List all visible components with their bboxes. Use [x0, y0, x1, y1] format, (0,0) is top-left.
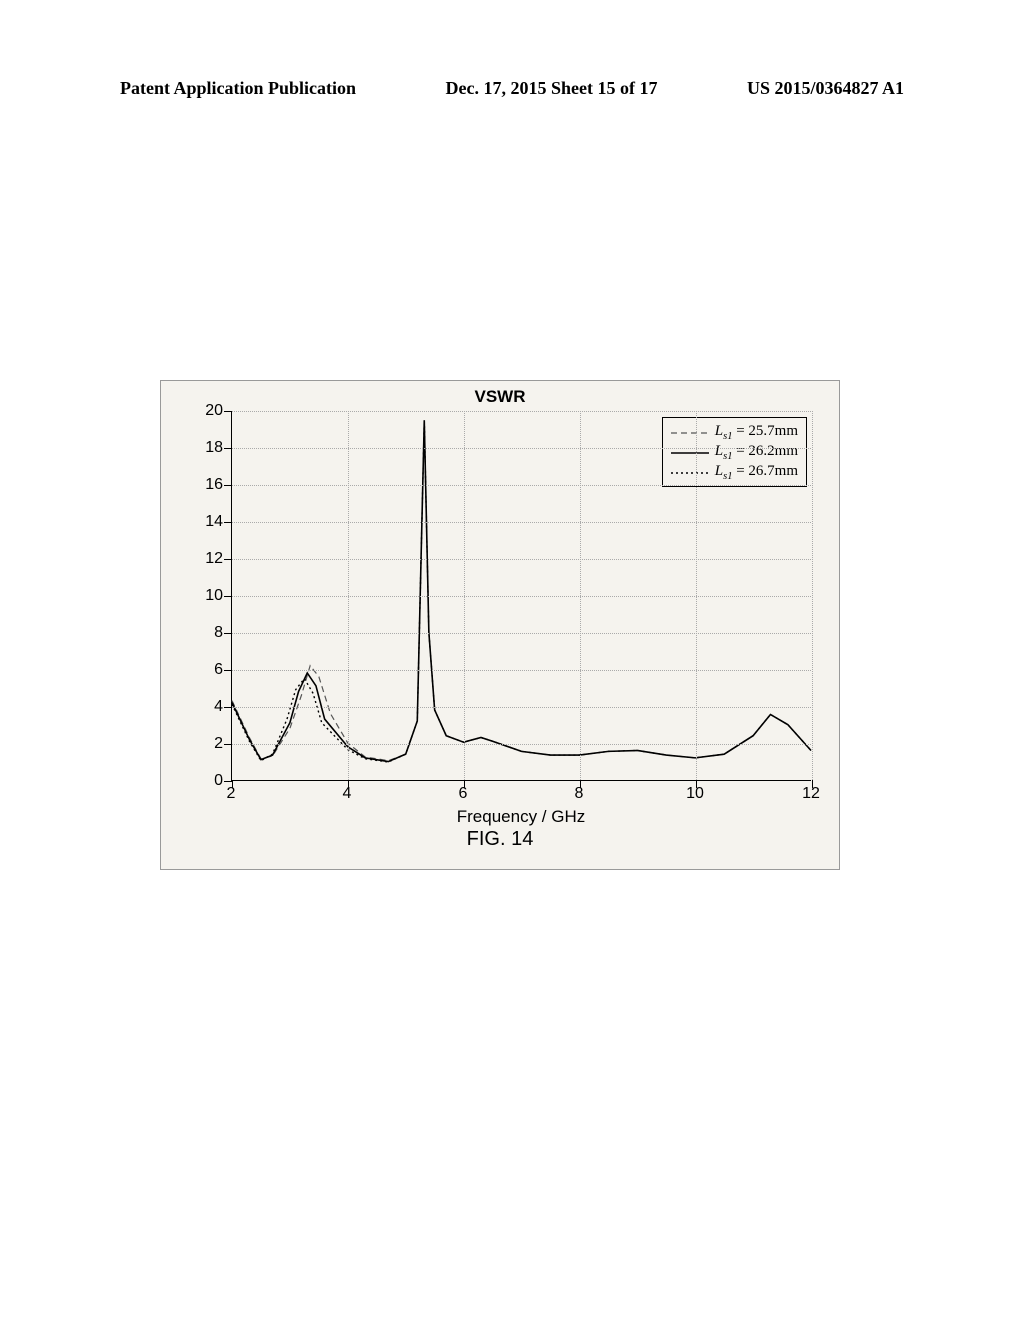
- chart-title: VSWR: [475, 387, 526, 407]
- y-tick-label: 16: [193, 476, 223, 494]
- grid-line-h: [232, 448, 811, 449]
- grid-line-h: [232, 633, 811, 634]
- legend-label: Ls1 = 26.2mm: [715, 443, 798, 462]
- page-header: Patent Application Publication Dec. 17, …: [0, 78, 1024, 99]
- grid-line-h: [232, 707, 811, 708]
- y-tick: [224, 633, 232, 634]
- y-tick-label: 4: [193, 698, 223, 716]
- legend-label: Ls1 = 25.7mm: [715, 423, 798, 442]
- y-tick: [224, 781, 232, 782]
- grid-line-v: [696, 411, 697, 780]
- legend-line-sample: [671, 471, 709, 473]
- grid-line-h: [232, 596, 811, 597]
- legend-line-sample: [671, 431, 709, 433]
- x-tick-label: 6: [459, 785, 468, 803]
- grid-line-v: [348, 411, 349, 780]
- y-tick-label: 10: [193, 587, 223, 605]
- legend-row: Ls1 = 25.7mm: [671, 422, 798, 442]
- grid-line-v: [580, 411, 581, 780]
- grid-line-h: [232, 559, 811, 560]
- legend-box: Ls1 = 25.7mmLs1 = 26.2mmLs1 = 26.7mm: [662, 417, 807, 487]
- chart-area: Ls1 = 25.7mmLs1 = 26.2mmLs1 = 26.7mm Fre…: [231, 411, 811, 781]
- grid-line-h: [232, 411, 811, 412]
- y-tick-label: 12: [193, 550, 223, 568]
- y-tick-label: 6: [193, 661, 223, 679]
- grid-line-h: [232, 485, 811, 486]
- x-tick-label: 10: [686, 785, 704, 803]
- plot-region: Ls1 = 25.7mmLs1 = 26.2mmLs1 = 26.7mm: [231, 411, 811, 781]
- header-right: US 2015/0364827 A1: [747, 78, 904, 99]
- x-tick-label: 2: [227, 785, 236, 803]
- y-tick: [224, 448, 232, 449]
- header-center: Dec. 17, 2015 Sheet 15 of 17: [446, 78, 658, 99]
- figure-container: VSWR Ls1 = 25.7mmLs1 = 26.2mmLs1 = 26.7m…: [160, 380, 840, 870]
- legend-row: Ls1 = 26.2mm: [671, 442, 798, 462]
- y-tick-label: 2: [193, 735, 223, 753]
- y-tick: [224, 522, 232, 523]
- x-tick-label: 12: [802, 785, 820, 803]
- grid-line-v: [464, 411, 465, 780]
- grid-line-h: [232, 744, 811, 745]
- y-tick: [224, 559, 232, 560]
- x-tick-label: 4: [343, 785, 352, 803]
- y-tick-label: 20: [193, 402, 223, 420]
- x-axis-label: Frequency / GHz: [457, 807, 586, 827]
- y-tick: [224, 744, 232, 745]
- grid-line-h: [232, 522, 811, 523]
- y-tick-label: 14: [193, 513, 223, 531]
- y-tick: [224, 485, 232, 486]
- y-tick-label: 0: [193, 772, 223, 790]
- figure-caption: FIG. 14: [467, 828, 534, 851]
- legend-line-sample: [671, 451, 709, 453]
- x-tick-label: 8: [575, 785, 584, 803]
- y-tick: [224, 670, 232, 671]
- y-tick: [224, 411, 232, 412]
- y-tick-label: 18: [193, 439, 223, 457]
- legend-row: Ls1 = 26.7mm: [671, 462, 798, 482]
- y-tick: [224, 596, 232, 597]
- header-left: Patent Application Publication: [120, 78, 356, 99]
- y-tick-label: 8: [193, 624, 223, 642]
- grid-line-h: [232, 670, 811, 671]
- grid-line-v: [812, 411, 813, 780]
- legend-label: Ls1 = 26.7mm: [715, 463, 798, 482]
- y-tick: [224, 707, 232, 708]
